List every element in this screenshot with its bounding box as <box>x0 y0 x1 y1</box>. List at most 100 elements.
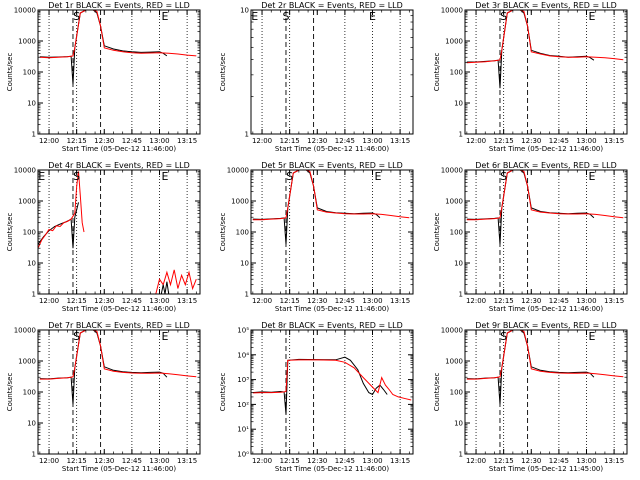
y-tick-label: 1 <box>459 291 463 299</box>
x-tick-label: 13:15 <box>177 457 197 465</box>
x-tick-label: 13:15 <box>177 297 197 305</box>
y-tick-label: 10⁴ <box>237 351 249 359</box>
x-tick-label: 12:15 <box>67 297 87 305</box>
x-tick-label: 13:15 <box>604 137 624 145</box>
x-tick-label: 12:00 <box>466 457 486 465</box>
series-group <box>252 356 412 415</box>
y-tick-label: 100 <box>450 389 463 397</box>
events-series-line <box>466 170 595 245</box>
panel-title: Det 1r BLACK = Events, RED = LLD <box>48 1 190 10</box>
y-tick-label: 10⁰ <box>237 451 249 459</box>
x-tick-label: 12:45 <box>122 457 142 465</box>
plot-frame <box>37 329 201 455</box>
y-tick-label: 1 <box>245 131 249 139</box>
x-tick-label: 13:00 <box>576 297 596 305</box>
interval-marker-e: E <box>162 10 169 23</box>
y-axis-label: Counts/sec <box>6 213 14 252</box>
series-group <box>38 171 197 294</box>
x-axis-label: Start Time (05-Dec-12 11:46:00) <box>489 145 603 153</box>
series-group <box>39 10 197 85</box>
x-axis-label: Start Time (05-Dec-12 11:46:00) <box>62 145 176 153</box>
x-tick-label: 12:00 <box>252 297 272 305</box>
panel-title: Det 7r BLACK = Events, RED = LLD <box>48 321 190 330</box>
lld-series-line <box>466 330 624 380</box>
interval-marker-s: S <box>286 170 293 183</box>
events-series-line <box>466 330 595 405</box>
y-tick-label: 1000 <box>445 38 463 46</box>
interval-marker-s: S <box>500 330 507 343</box>
x-axis-label: Start Time (05-Dec-12 11:46:00) <box>489 305 603 313</box>
lld-series-line <box>466 10 624 64</box>
x-tick-label: 12:30 <box>521 457 541 465</box>
x-tick-label: 12:45 <box>549 137 569 145</box>
y-tick-label: 10000 <box>441 167 463 175</box>
y-tick-label: 10¹ <box>237 426 249 434</box>
x-tick-label: 12:45 <box>122 137 142 145</box>
y-tick-label: 10⁵ <box>237 327 249 335</box>
x-tick-label: 12:30 <box>307 137 327 145</box>
x-axis-label: Start Time (05-Dec-12 11:46:00) <box>62 465 176 473</box>
interval-marker-s: S <box>282 10 289 23</box>
x-axis-label: Start Time (05-Dec-12 11:46:00) <box>275 465 389 473</box>
lld-series-line <box>155 269 197 294</box>
x-tick-label: 13:15 <box>390 457 410 465</box>
x-tick-label: 13:15 <box>390 137 410 145</box>
y-axis-label: Counts/sec <box>219 373 227 412</box>
interval-marker-e: E <box>162 330 169 343</box>
interval-marker-e: E <box>38 170 45 183</box>
x-tick-label: 12:45 <box>335 137 355 145</box>
x-axis-label: Start Time (05-Dec-12 11:46:00) <box>62 305 176 313</box>
x-tick-label: 13:00 <box>576 457 596 465</box>
x-tick-label: 12:00 <box>39 297 59 305</box>
y-tick-label: 100 <box>23 229 36 237</box>
x-tick-label: 12:45 <box>549 297 569 305</box>
y-axis-label: Counts/sec <box>6 373 14 412</box>
events-series-line <box>466 10 595 89</box>
y-tick-label: 1 <box>245 291 249 299</box>
interval-marker-e: E <box>369 10 376 23</box>
x-tick-label: 12:30 <box>94 457 114 465</box>
lld-series-line <box>38 171 85 249</box>
plot-frame <box>464 169 628 295</box>
y-tick-label: 10 <box>240 260 249 268</box>
x-tick-label: 12:00 <box>252 457 272 465</box>
x-tick-label: 12:30 <box>521 297 541 305</box>
x-tick-label: 12:00 <box>466 297 486 305</box>
y-tick-label: 10 <box>27 100 36 108</box>
interval-marker-s: S <box>73 170 80 183</box>
x-tick-label: 12:45 <box>122 297 142 305</box>
x-tick-label: 12:15 <box>494 297 514 305</box>
x-tick-label: 12:15 <box>280 137 300 145</box>
x-tick-label: 12:30 <box>307 297 327 305</box>
x-tick-label: 12:30 <box>94 137 114 145</box>
x-tick-label: 12:45 <box>335 457 355 465</box>
x-tick-label: 13:00 <box>362 457 382 465</box>
y-axis-label: Counts/sec <box>219 213 227 252</box>
y-tick-label: 10 <box>27 420 36 428</box>
x-tick-label: 13:15 <box>177 137 197 145</box>
y-tick-label: 1000 <box>18 38 36 46</box>
interval-marker-e: E <box>589 330 596 343</box>
x-tick-label: 12:45 <box>549 457 569 465</box>
events-series-line <box>252 356 388 415</box>
y-tick-label: 10 <box>454 260 463 268</box>
y-tick-label: 1 <box>32 131 36 139</box>
y-tick-label: 10³ <box>237 376 249 384</box>
y-tick-label: 1000 <box>445 358 463 366</box>
interval-marker-e: E <box>375 170 382 183</box>
y-tick-label: 10 <box>454 420 463 428</box>
plot-frame <box>250 9 414 135</box>
y-tick-label: 1000 <box>445 198 463 206</box>
y-tick-label: 10 <box>454 100 463 108</box>
y-tick-label: 100 <box>450 229 463 237</box>
y-tick-label: 100 <box>23 69 36 77</box>
interval-marker-e: E <box>589 10 596 23</box>
x-tick-label: 13:00 <box>149 297 169 305</box>
